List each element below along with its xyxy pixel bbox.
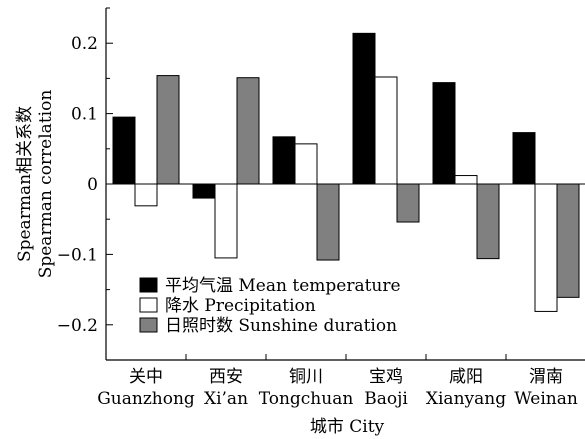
legend-swatch-2 [139, 297, 158, 313]
bar-1-5 [432, 82, 456, 185]
bar-2-3 [294, 143, 318, 185]
bar-2-1 [134, 183, 158, 207]
bar-3-5 [476, 183, 500, 260]
x-tick-label-en: Tongchuan [259, 389, 354, 409]
bar-1-4 [352, 32, 376, 185]
y-tick-label: 0 [87, 175, 98, 195]
bar-2-2 [214, 183, 238, 259]
x-axis-title: 城市 City [310, 417, 385, 437]
x-tick-label-en: Weinan [514, 389, 578, 409]
bar-3-2 [236, 77, 260, 185]
bar-2-4 [374, 76, 398, 185]
bar-2-6 [534, 183, 558, 312]
legend-label-1: 平均气温 Mean temperature [165, 276, 401, 296]
bars-layer [112, 32, 580, 312]
legend-swatch-3 [139, 317, 158, 333]
legend-label-3: 日照时数 Sunshine duration [165, 316, 397, 336]
y-tick-label: −0.2 [57, 316, 98, 336]
bar-3-3 [316, 183, 340, 261]
x-tick-label-cn: 咸阳 [449, 367, 483, 387]
x-tick-label-cn: 西安 [209, 367, 243, 387]
bar-3-4 [396, 183, 420, 223]
y-tick-label: 0.2 [71, 34, 98, 54]
bar-1-2 [192, 183, 216, 199]
bar-3-6 [556, 183, 580, 298]
bar-1-6 [512, 132, 536, 185]
y-tick-label: −0.1 [57, 245, 98, 265]
legend-swatch-1 [139, 277, 158, 293]
y-axis-title-en: Spearman correlation [36, 90, 56, 279]
x-tick-label-en: Xianyang [426, 389, 506, 409]
x-tick-label-en: Baoji [364, 389, 408, 409]
x-tick-label-cn: 关中 [129, 367, 163, 387]
x-tick-label-cn: 宝鸡 [369, 367, 403, 387]
x-tick-label-en: Guanzhong [97, 389, 195, 409]
bar-3-1 [156, 75, 180, 185]
legend-label-2: 降水 Precipitation [165, 296, 316, 316]
x-tick-label-cn: 渭南 [529, 367, 563, 387]
bar-2-5 [454, 175, 478, 185]
y-axis-ticks: 0.2 0.1 0 −0.1 −0.2 [57, 7, 507, 361]
bar-1-1 [112, 116, 136, 185]
y-tick-label: 0.1 [71, 105, 98, 125]
y-axis-title-cn: Spearman相关系数 [15, 106, 35, 262]
x-tick-label-cn: 铜川 [289, 367, 323, 387]
bar-1-3 [272, 136, 296, 185]
x-tick-label-en: Xi’an [204, 389, 248, 409]
